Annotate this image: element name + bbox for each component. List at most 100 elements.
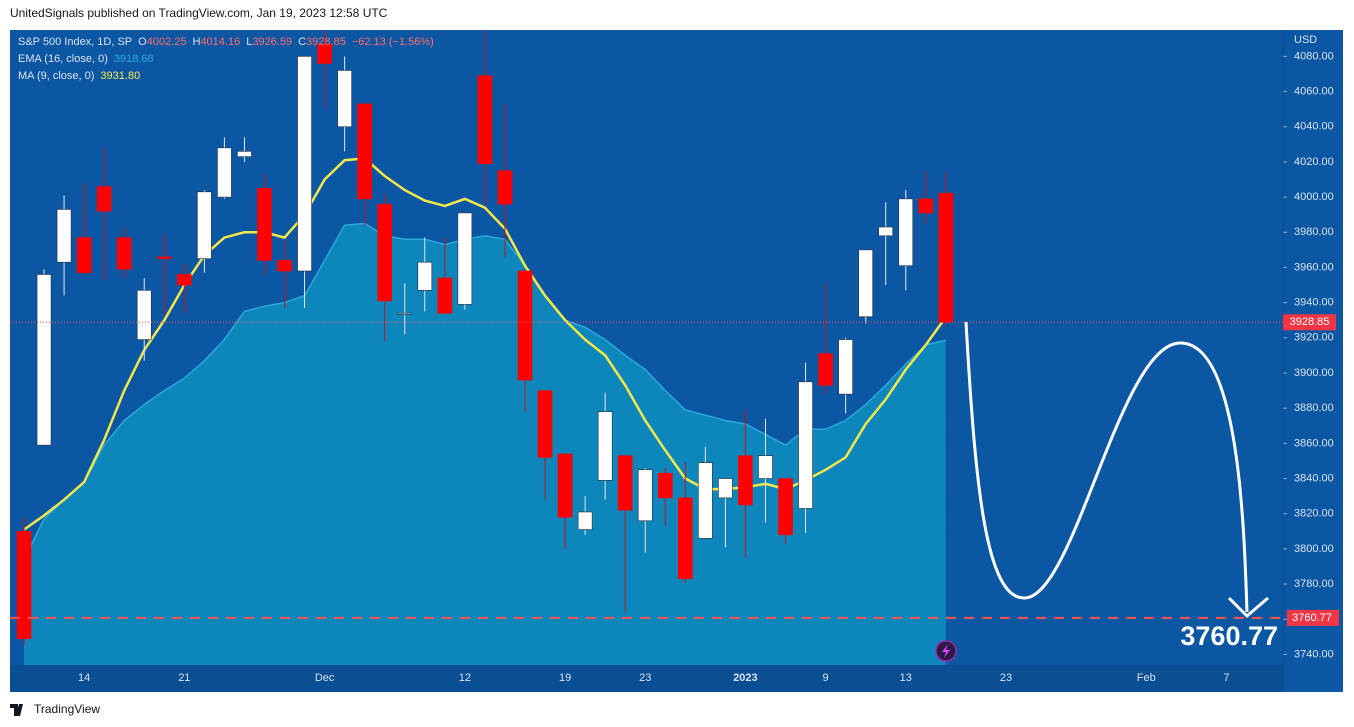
candle-body [297,56,312,272]
overlay-legend: EMA (16, close, 0) 3918.68 [18,53,154,65]
symbol-name: S&P 500 Index, 1D, SP [18,36,132,48]
footer-logo: TradingView [10,702,100,716]
candle-body [818,353,833,386]
candle-body [357,103,372,200]
ohlc-value: 4014.16 [200,36,240,48]
currency-label: USD [1294,34,1317,46]
target-box [1287,609,1339,626]
y-tick-label: 4060.00 [1294,85,1334,97]
candle-body [898,198,914,267]
candle-body [517,270,533,381]
plot-area [10,30,1283,665]
footer-brand: TradingView [34,702,100,716]
forecast-curve [964,321,1249,613]
x-tick-label: 19 [559,672,571,684]
candle-body [177,274,192,286]
x-tick-label: 21 [178,672,190,684]
y-tick-label: 3920.00 [1294,332,1334,344]
candle-body [96,186,112,212]
x-tick-label: 13 [900,672,912,684]
ohlc-value: 3928.85 [306,36,346,48]
ohlc-value: 4002.25 [147,36,187,48]
x-tick-label: 14 [78,672,90,684]
candle-body [136,290,152,340]
overlay-value: 3918.68 [114,53,154,65]
change-value: −62.13 (−1.56%) [352,36,434,48]
candle-body [337,70,352,128]
candle-body [657,472,673,499]
candle-body [116,237,132,270]
candle-body [557,453,573,518]
overlay-name: MA (9, close, 0) [18,70,94,82]
candle-body [197,191,212,259]
x-tick-label: Feb [1137,672,1156,684]
forecast-drawing [964,321,1269,619]
last-price-box [1283,314,1336,331]
y-tick-label: 3740.00 [1294,648,1334,660]
candle-body [597,411,613,481]
y-tick-label: 3960.00 [1294,261,1334,273]
alert-icon[interactable] [935,640,957,662]
y-tick-label: 3980.00 [1294,226,1334,238]
candle-body [918,198,934,214]
y-tick-label: 4000.00 [1294,191,1334,203]
ohlc-key: O [138,36,147,48]
y-tick-label: 4020.00 [1294,156,1334,168]
x-tick-label: 2023 [733,672,757,684]
candle-body [778,478,793,536]
y-tick-label: 3940.00 [1294,297,1334,309]
candle-body [156,256,172,259]
candle-body [537,390,553,458]
y-tick-label: 4040.00 [1294,121,1334,133]
candle-body [397,312,413,315]
candle-body [217,147,232,198]
y-tick-label: 3900.00 [1294,367,1334,379]
candle-body [477,75,493,164]
candle-body [738,455,753,506]
y-tick-label: 3800.00 [1294,543,1334,555]
candle-body [317,43,332,64]
ohlc-key: H [192,36,200,48]
alert-bolt [942,644,950,658]
ohlc-key: C [298,36,306,48]
candle-body [16,531,32,639]
x-tick-label: Dec [315,672,335,684]
y-tick-label: 3820.00 [1294,508,1334,520]
candle-body [718,478,733,499]
overlay-value: 3931.80 [100,70,140,82]
candle-body [457,212,473,305]
candle-body [617,455,633,511]
x-tick-label: 9 [823,672,829,684]
target-axis-label: 3760.77 [1292,612,1332,624]
candle-body [497,170,513,205]
candle-body [878,226,894,237]
last-price-label: 3928.85 [1290,316,1330,328]
ema-line [23,222,946,560]
overlay-legend: MA (9, close, 0) 3931.80 [18,70,140,82]
candle-body [377,203,393,302]
candle-body [76,237,92,274]
logo-mark [10,704,23,716]
candle-body [437,277,453,314]
candle-body [758,455,773,479]
candle-body [36,274,52,446]
candle-body [56,209,72,263]
candle-body [938,192,954,323]
time-axis-strip [10,665,1283,692]
axes: 3740.003760.003780.003800.003820.003840.… [18,34,1339,684]
y-tick-label: 3860.00 [1294,437,1334,449]
publish-header: UnitedSignals published on TradingView.c… [10,6,388,20]
y-tick-label: 3780.00 [1294,578,1334,590]
ohlc-value: 3926.59 [252,36,292,48]
overlay-name: EMA (16, close, 0) [18,53,108,65]
forecast-arrowhead [1227,596,1269,619]
candle-body [858,249,873,318]
candle-body [277,260,292,272]
y-tick-label: 4080.00 [1294,50,1334,62]
x-tick-label: 12 [459,672,471,684]
x-tick-label: 23 [639,672,651,684]
y-tick-label: 3840.00 [1294,472,1334,484]
ema-area [24,223,946,665]
x-tick-label: 7 [1223,672,1229,684]
